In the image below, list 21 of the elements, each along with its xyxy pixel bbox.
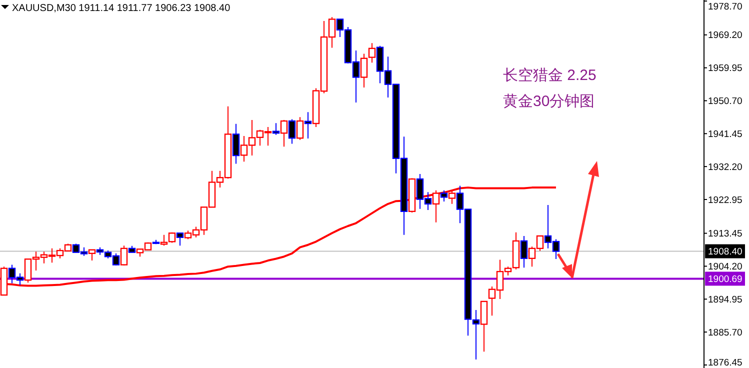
chart-title: XAUUSD,M30 1911.14 1911.77 1906.23 1908.40 bbox=[12, 3, 231, 14]
ref-line-label: 1900.69 bbox=[708, 274, 742, 286]
y-tick-label: 1885.70 bbox=[708, 327, 742, 338]
y-tick-label: 1913.45 bbox=[708, 228, 742, 240]
annotation: 长空猎金 2.25 bbox=[503, 67, 596, 84]
annotation: 黄金30分钟图 bbox=[503, 93, 595, 110]
y-tick-label: 1950.70 bbox=[708, 96, 742, 108]
y-tick-label: 1959.95 bbox=[708, 63, 742, 74]
y-tick-label: 1978.70 bbox=[708, 1, 742, 12]
candlestick bbox=[232, 123, 240, 164]
candlestick bbox=[304, 112, 312, 139]
y-tick-label: 1894.95 bbox=[708, 294, 742, 306]
y-tick-label: 1876.45 bbox=[708, 357, 742, 368]
y-tick-label: 1904.20 bbox=[708, 262, 742, 273]
y-tick-label: 1932.20 bbox=[708, 162, 742, 173]
ref-line-label: 1908.40 bbox=[708, 246, 742, 258]
y-tick-label: 1922.95 bbox=[708, 194, 742, 206]
candlestick bbox=[360, 53, 368, 88]
candlestick bbox=[520, 235, 528, 268]
y-tick-label: 1969.20 bbox=[708, 30, 742, 42]
y-tick-label: 1941.45 bbox=[708, 128, 742, 140]
